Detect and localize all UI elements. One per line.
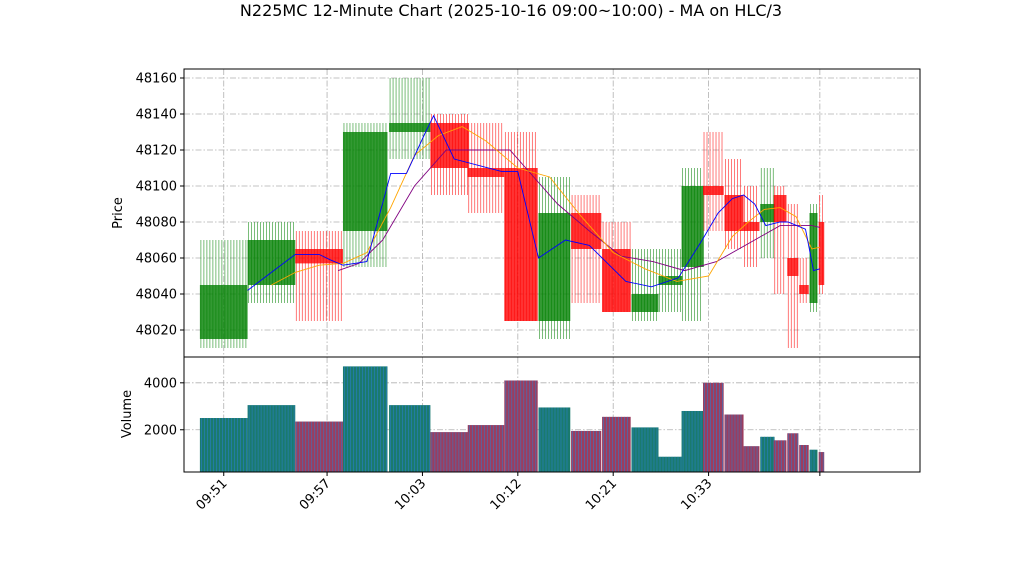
price-tick-label: 48120 bbox=[136, 144, 177, 159]
candle-body bbox=[602, 249, 631, 312]
volume-bar bbox=[631, 427, 659, 472]
volume-bar bbox=[571, 430, 602, 472]
candle bbox=[818, 195, 825, 294]
candle bbox=[724, 159, 744, 249]
volume-bar bbox=[247, 405, 296, 472]
volume-bar bbox=[342, 366, 388, 472]
volume-bar-body bbox=[760, 436, 775, 472]
volume-bar bbox=[809, 449, 818, 472]
volume-bar-body bbox=[430, 432, 469, 472]
candle bbox=[809, 204, 818, 312]
candle bbox=[773, 186, 787, 294]
candle bbox=[538, 177, 571, 339]
candle-body bbox=[467, 168, 505, 177]
volume-bar-body bbox=[681, 410, 704, 472]
volume-bar bbox=[602, 416, 631, 472]
volume-bar-body bbox=[467, 425, 505, 472]
price-tick-label: 48100 bbox=[136, 180, 177, 195]
volume-bar-body bbox=[247, 405, 296, 472]
volume-bar bbox=[799, 445, 809, 472]
price-tick-label: 48160 bbox=[136, 72, 177, 87]
chart-title: N225MC 12-Minute Chart (2025-10-16 09:00… bbox=[240, 1, 782, 20]
candle-body bbox=[199, 285, 248, 339]
candle-body bbox=[703, 186, 724, 195]
volume-bar bbox=[760, 436, 775, 472]
volume-panel-frame bbox=[183, 356, 921, 473]
volume-bar-body bbox=[743, 446, 760, 472]
candle-body bbox=[571, 213, 602, 249]
volume-bar-body bbox=[658, 456, 683, 472]
ma-short-line bbox=[247, 114, 821, 291]
candle bbox=[799, 258, 809, 303]
price-tick-label: 48140 bbox=[136, 108, 177, 123]
candle-body bbox=[538, 213, 571, 321]
ma-long-line bbox=[338, 149, 820, 272]
candle-body bbox=[799, 285, 809, 294]
volume-bar-body bbox=[787, 433, 799, 472]
candle-body bbox=[389, 123, 431, 132]
volume-bar bbox=[389, 405, 431, 472]
volume-bar bbox=[818, 452, 825, 472]
volume-bar bbox=[681, 410, 704, 472]
candle-body bbox=[809, 213, 818, 303]
candle bbox=[389, 78, 431, 159]
volume-bar bbox=[773, 440, 787, 472]
volume-bar bbox=[538, 407, 571, 472]
price-tick-label: 48040 bbox=[136, 288, 177, 303]
volume-bar bbox=[295, 421, 343, 472]
candle-body bbox=[342, 132, 388, 231]
price-tick-label: 48020 bbox=[136, 324, 177, 339]
volume-bar-body bbox=[571, 430, 602, 472]
volume-bar bbox=[787, 433, 799, 472]
candle-body bbox=[773, 195, 787, 222]
volume-bar bbox=[199, 418, 248, 472]
volume-bar bbox=[658, 456, 683, 472]
volume-bar bbox=[467, 425, 505, 472]
candle-body bbox=[724, 195, 744, 231]
candle bbox=[787, 204, 799, 348]
candle-body bbox=[504, 168, 538, 321]
volume-axis-label: Volume bbox=[120, 390, 135, 438]
candle bbox=[743, 186, 760, 267]
volume-bar bbox=[430, 432, 469, 472]
volume-bar-body bbox=[295, 421, 343, 472]
candle-body bbox=[247, 240, 296, 285]
volume-bar-body bbox=[818, 452, 825, 472]
volume-tick-label: 2000 bbox=[144, 423, 177, 438]
candle bbox=[199, 240, 248, 348]
price-tick-label: 48080 bbox=[136, 216, 177, 231]
candle-body bbox=[787, 258, 799, 276]
candle-body bbox=[743, 222, 760, 231]
volume-bar-body bbox=[773, 440, 787, 472]
volume-bar-body bbox=[389, 405, 431, 472]
volume-bar-body bbox=[809, 449, 818, 472]
volume-bar-body bbox=[199, 418, 248, 472]
candle bbox=[631, 249, 659, 321]
candle-body bbox=[818, 222, 825, 285]
volume-bar bbox=[703, 382, 724, 472]
volume-tick-label: 4000 bbox=[144, 376, 177, 391]
volume-bar bbox=[743, 446, 760, 472]
ma-mid-line bbox=[271, 126, 820, 286]
candle bbox=[602, 222, 631, 312]
candle-body bbox=[295, 249, 343, 264]
candle bbox=[430, 114, 469, 195]
volume-bar-body bbox=[538, 407, 571, 472]
volume-bar bbox=[724, 414, 744, 472]
volume-bar bbox=[504, 380, 538, 472]
candle bbox=[467, 123, 505, 213]
candle bbox=[703, 132, 724, 231]
candle bbox=[504, 132, 538, 321]
price-tick-label: 48060 bbox=[136, 252, 177, 267]
candle-body bbox=[631, 294, 659, 312]
price-axis-label: Price bbox=[111, 197, 126, 229]
